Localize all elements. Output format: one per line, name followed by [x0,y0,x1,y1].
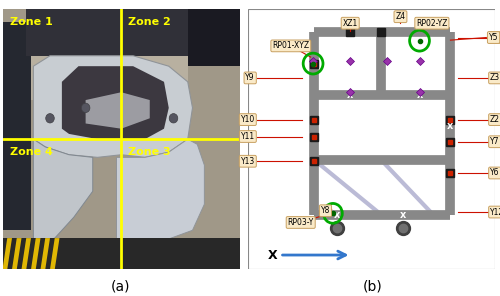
Polygon shape [12,238,22,269]
Polygon shape [50,238,59,269]
Text: RP01-XYZ: RP01-XYZ [272,41,310,50]
Text: Y11: Y11 [241,132,255,141]
Text: Z3: Z3 [490,73,500,82]
Text: Y8: Y8 [321,206,330,215]
Polygon shape [22,238,31,269]
Polygon shape [34,139,93,243]
Text: Y13: Y13 [240,157,255,166]
Polygon shape [31,238,40,269]
Text: Y10: Y10 [240,115,255,124]
Polygon shape [188,9,240,66]
Text: Z2: Z2 [490,115,500,124]
Polygon shape [86,92,150,129]
Polygon shape [40,238,50,269]
Text: (b): (b) [362,279,382,293]
Circle shape [82,103,90,112]
Text: Y5: Y5 [490,33,500,42]
Polygon shape [26,9,216,56]
Text: Zone 2: Zone 2 [128,17,171,27]
Text: RP02-YZ: RP02-YZ [416,19,448,28]
Text: x: x [334,210,340,220]
Text: Y5: Y5 [489,33,498,42]
Text: x: x [448,121,454,131]
Text: X: X [268,249,277,262]
Text: Zone 4: Zone 4 [10,147,52,157]
Text: x: x [400,210,406,220]
Text: RP03-Y: RP03-Y [288,218,314,227]
Text: Zone 1: Zone 1 [10,17,52,27]
Polygon shape [34,56,192,157]
Text: Y6: Y6 [490,168,500,178]
Text: Y9: Y9 [246,73,255,82]
Text: x: x [416,90,422,100]
Text: XZ1: XZ1 [342,19,358,28]
Circle shape [169,114,178,123]
Polygon shape [2,238,240,269]
Text: Z4: Z4 [396,12,406,21]
Polygon shape [2,238,12,269]
Polygon shape [31,56,188,100]
Text: Zone 3: Zone 3 [128,147,171,157]
Polygon shape [116,139,204,243]
Text: Y12: Y12 [490,207,500,217]
Polygon shape [62,66,169,139]
Text: Y7: Y7 [490,137,500,146]
Text: x: x [347,90,354,100]
Polygon shape [2,22,31,230]
Circle shape [46,114,54,123]
Text: (a): (a) [110,279,130,293]
